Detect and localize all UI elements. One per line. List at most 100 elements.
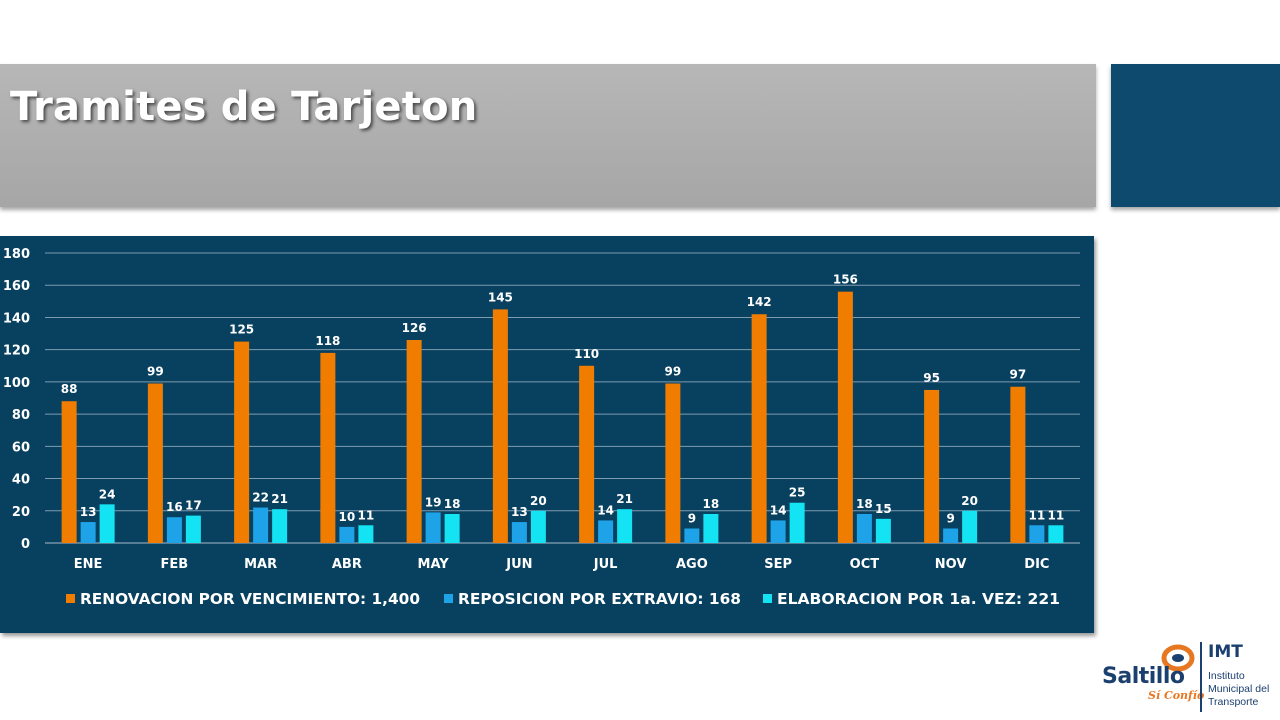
data-label: 11: [1048, 508, 1065, 522]
bar: [875, 518, 891, 543]
legend-label: ELABORACION POR 1a. VEZ: 221: [777, 590, 1060, 608]
x-tick-label: MAR: [244, 557, 277, 572]
x-tick-label: DIC: [1024, 557, 1049, 572]
bar: [684, 528, 700, 543]
data-label: 18: [703, 497, 720, 511]
x-tick-label: SEP: [764, 557, 792, 572]
data-label: 14: [770, 503, 787, 517]
y-tick-label: 40: [12, 473, 30, 488]
bar: [962, 510, 978, 543]
x-tick-label: ENE: [74, 557, 103, 572]
bar: [339, 526, 355, 543]
legend-label: REPOSICION POR EXTRAVIO: 168: [458, 590, 741, 608]
data-label: 9: [688, 512, 696, 526]
data-label: 19: [425, 495, 442, 509]
x-tick-label: JUN: [505, 557, 532, 572]
bar: [837, 291, 853, 543]
bar: [425, 512, 441, 543]
bar: [1029, 525, 1045, 543]
bar: [943, 528, 959, 543]
bar: [751, 314, 767, 543]
x-tick-label: NOV: [935, 557, 967, 572]
x-tick-label: OCT: [850, 557, 880, 572]
slide-title: Tramites de Tarjeton: [10, 84, 478, 130]
bar: [444, 514, 460, 543]
data-label: 21: [271, 492, 288, 506]
bar: [665, 383, 681, 543]
bar: [253, 507, 269, 543]
data-label: 18: [444, 497, 461, 511]
data-label: 9: [946, 512, 954, 526]
y-tick-label: 0: [21, 537, 30, 552]
data-label: 10: [339, 510, 356, 524]
data-label: 156: [833, 273, 858, 287]
data-label: 16: [166, 500, 183, 514]
data-label: 118: [315, 334, 340, 348]
legend-swatch: [66, 594, 75, 603]
bar: [770, 520, 786, 543]
y-tick-label: 120: [3, 344, 30, 359]
data-label: 17: [185, 499, 202, 513]
legend-swatch: [763, 594, 772, 603]
logo-org-line-1: Instituto: [1208, 670, 1245, 682]
data-label: 18: [856, 497, 873, 511]
bar: [598, 520, 614, 543]
x-tick-label: AGO: [676, 557, 708, 572]
bar: [789, 502, 805, 543]
y-tick-label: 60: [12, 440, 30, 455]
bar: [856, 514, 872, 543]
y-tick-label: 140: [3, 311, 30, 326]
chart-panel: 0 20 40 60 80 100 120 140 160 180 88 13 24 ENE 99 16 17 F…: [0, 236, 1094, 633]
bar: [924, 389, 940, 543]
legend-label: RENOVACION POR VENCIMIENTO: 1,400: [80, 590, 420, 608]
y-tick-label: 160: [3, 279, 30, 294]
bar: [61, 401, 77, 543]
bar: [530, 510, 546, 543]
title-accent-block: [1111, 64, 1280, 207]
data-label: 24: [99, 487, 116, 501]
data-label: 126: [402, 321, 427, 335]
x-tick-label: FEB: [161, 557, 189, 572]
bar: [185, 515, 201, 543]
data-label: 21: [616, 492, 633, 506]
logo-imt-text: IMT: [1208, 642, 1243, 662]
data-label: 142: [747, 295, 772, 309]
x-tick-label: MAY: [418, 557, 450, 572]
bar: [80, 522, 96, 543]
bar: [703, 514, 719, 543]
y-tick-label: 20: [12, 505, 30, 520]
logo-org-line-2: Municipal del: [1208, 683, 1270, 695]
bar: [579, 365, 595, 543]
legend-swatch: [444, 594, 453, 603]
data-label: 88: [61, 382, 78, 396]
bar: [234, 341, 250, 543]
data-label: 15: [875, 502, 892, 516]
bar: [492, 309, 508, 543]
data-label: 145: [488, 290, 513, 304]
data-label: 110: [574, 347, 599, 361]
bar: [511, 522, 527, 543]
bar: [617, 509, 633, 543]
imt-logo: Saltillo Sí Confío IMT Instituto Municip…: [1098, 638, 1280, 720]
bar: [99, 504, 115, 543]
data-label: 25: [789, 486, 806, 500]
y-tick-label: 80: [12, 408, 30, 423]
data-label: 97: [1010, 368, 1027, 382]
logo-slogan-text: Sí Confío: [1148, 689, 1205, 702]
data-label: 13: [80, 505, 97, 519]
bar: [358, 525, 374, 543]
data-label: 13: [511, 505, 528, 519]
data-label: 95: [923, 371, 940, 385]
data-label: 99: [665, 365, 682, 379]
bar: [147, 383, 163, 543]
bar: [406, 340, 422, 543]
data-label: 11: [1029, 508, 1046, 522]
bar: [1010, 386, 1026, 543]
bar: [166, 517, 182, 543]
data-label: 22: [252, 491, 269, 505]
logo-saltillo-text: Saltillo: [1102, 664, 1185, 689]
y-tick-label: 100: [3, 376, 30, 391]
data-label: 20: [961, 494, 978, 508]
bar: [272, 509, 288, 543]
